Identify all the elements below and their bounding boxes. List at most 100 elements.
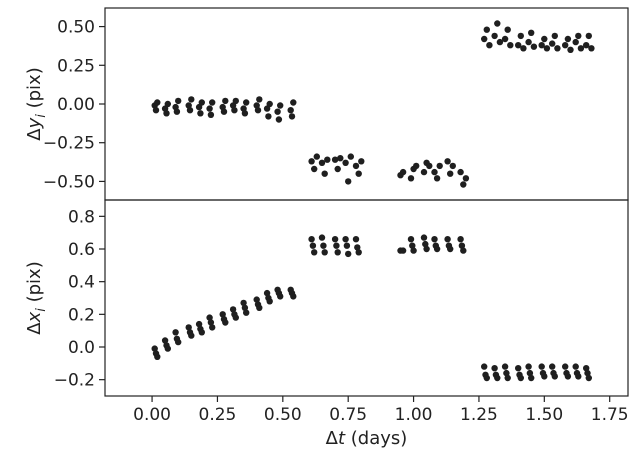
data-point [308, 236, 315, 243]
data-point [207, 111, 215, 119]
data-point [436, 162, 443, 170]
data-point [308, 158, 315, 165]
data-point [311, 249, 318, 256]
data-point [583, 365, 590, 372]
plot-frame [104, 7, 629, 201]
data-point [504, 26, 511, 33]
y-tick-label: 0.50 [57, 18, 95, 38]
x-tick-label: 0.00 [133, 405, 171, 425]
data-point [256, 304, 263, 311]
data-point [520, 45, 527, 52]
y-tick-label: 0.6 [68, 240, 95, 260]
data-point [152, 107, 160, 114]
data-point [530, 43, 538, 50]
data-point [399, 168, 407, 176]
data-point [585, 32, 592, 40]
data-point [254, 107, 262, 114]
data-point [256, 96, 263, 103]
data-point [567, 46, 574, 53]
bottom-panel: 0.8 0.6 0.4 0.2 0.0 −0.2 0.00 0.25 0.50 0.75 1.00 1… [24, 199, 629, 449]
data-point [313, 153, 320, 160]
data-point [528, 29, 535, 36]
x-axis-label: Δt (days) [326, 428, 408, 449]
data-point [232, 314, 239, 321]
data-point [198, 329, 205, 336]
x-tick-label: 1.50 [525, 405, 563, 425]
data-point [198, 99, 205, 106]
x-tick-label: 0.50 [264, 405, 302, 425]
data-point [444, 236, 451, 243]
data-point [324, 156, 331, 163]
data-point [175, 97, 182, 105]
data-point [517, 32, 524, 40]
data-point [331, 156, 339, 163]
data-point [449, 162, 456, 170]
y-tick-label: −0.25 [43, 134, 95, 154]
data-point [551, 373, 558, 380]
x-tick-label: 0.75 [329, 405, 367, 425]
plot-frame [104, 199, 629, 397]
data-point [447, 245, 454, 253]
data-point [320, 242, 327, 249]
data-point [526, 369, 534, 377]
data-point [275, 116, 283, 123]
data-point [515, 42, 522, 49]
data-point [266, 298, 273, 305]
data-point [433, 175, 441, 182]
data-point [188, 96, 195, 103]
data-point [572, 363, 579, 370]
data-point [253, 296, 260, 303]
data-point [431, 168, 438, 176]
data-point [265, 113, 272, 120]
data-point [420, 234, 428, 241]
data-point [572, 38, 579, 46]
data-point [290, 293, 297, 300]
data-point [354, 244, 361, 251]
data-point [541, 35, 548, 43]
data-point [352, 162, 360, 170]
data-point [583, 42, 590, 49]
data-point [538, 363, 545, 370]
data-point [503, 369, 510, 377]
data-point [154, 353, 161, 360]
data-point [407, 175, 415, 182]
data-point [333, 242, 340, 249]
data-point [207, 319, 215, 326]
data-point [345, 178, 352, 185]
data-point [422, 240, 429, 248]
data-point [501, 35, 509, 43]
data-point [222, 319, 229, 326]
data-point [444, 158, 451, 165]
data-point [549, 363, 556, 370]
x-tick-label: 1.00 [395, 405, 433, 425]
data-point [528, 374, 535, 382]
data-point [232, 97, 239, 105]
y-tick-label: 0.8 [68, 207, 95, 227]
data-point [584, 369, 591, 377]
data-point [151, 345, 158, 352]
data-point [342, 236, 349, 243]
data-point [494, 374, 501, 382]
data-point [554, 45, 561, 52]
data-point [462, 175, 470, 182]
data-point [420, 168, 428, 176]
data-point [517, 374, 524, 382]
data-point [231, 107, 238, 114]
data-point [154, 99, 161, 106]
data-point [277, 293, 284, 300]
data-point [423, 245, 430, 253]
data-point [241, 304, 249, 311]
x-tick-label: 1.75 [591, 405, 629, 425]
y-tick-label: 0.25 [57, 56, 95, 76]
data-point [220, 108, 228, 115]
data-point [575, 32, 582, 40]
data-point [564, 373, 572, 380]
data-point [410, 247, 417, 254]
data-point [481, 363, 488, 370]
y-tick-label: −0.50 [43, 172, 95, 192]
data-point [206, 105, 213, 112]
data-point [175, 338, 182, 346]
data-point [431, 236, 438, 243]
data-point [243, 99, 250, 106]
